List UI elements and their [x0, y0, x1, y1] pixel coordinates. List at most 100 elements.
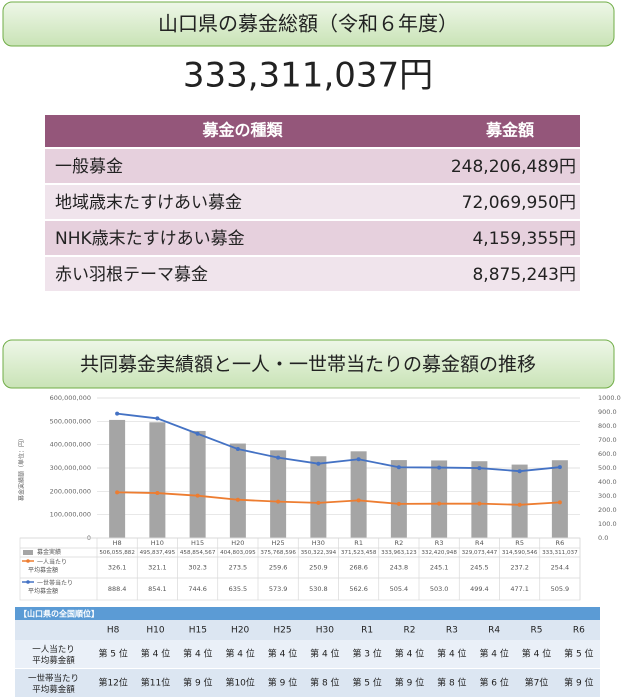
ranking-row — [15, 640, 600, 668]
row-label: 赤い羽根テーマ募金 — [55, 265, 208, 285]
ranking-row — [15, 669, 600, 697]
y2-tick-label: 700.0 — [598, 436, 617, 444]
row-label: 一般募金 — [55, 157, 123, 177]
line — [117, 491, 560, 506]
data-label: 333,311,037 — [542, 550, 578, 556]
bar — [229, 443, 246, 538]
total: 333,311,037円 — [183, 56, 433, 96]
bar — [310, 456, 327, 538]
header-box — [2, 1, 615, 47]
data-label: 495,837,495 — [140, 550, 176, 556]
x-tick-label: H8 — [113, 539, 122, 547]
ranking-value: 第 8 位 — [310, 677, 339, 689]
data-label: 321.1 — [148, 564, 167, 572]
data-label: 268.6 — [349, 564, 368, 572]
point — [235, 447, 240, 452]
ranking-value: 第11位 — [141, 677, 170, 689]
ranking-title: 【山口県の全国順位】 — [19, 609, 99, 619]
point — [115, 411, 120, 416]
point — [356, 457, 361, 462]
ranking-value: 第 4 位 — [479, 648, 508, 660]
ranking-value: 第10位 — [225, 677, 254, 689]
ranking-value: 第 9 位 — [268, 677, 297, 689]
ranking-value: 第 3 位 — [352, 648, 381, 660]
bar — [471, 461, 488, 538]
point — [115, 490, 120, 495]
ranking-row-label: 一人当たり平均募金額 — [32, 644, 75, 666]
point — [557, 500, 562, 505]
point — [437, 501, 442, 506]
ranking-column: H25 — [273, 626, 291, 636]
y2-tick-label: 900.0 — [598, 408, 617, 416]
table-row — [45, 149, 580, 183]
data-label: 888.4 — [108, 585, 127, 593]
ranking-value: 第 4 位 — [395, 648, 424, 660]
point — [517, 502, 522, 507]
y2-tick-label: 200.0 — [598, 506, 617, 514]
data-table — [19, 537, 581, 601]
x-tick-label: R5 — [515, 539, 524, 547]
data-label: 237.2 — [510, 564, 529, 572]
ranking-column: R1 — [361, 626, 373, 636]
row-value: 4,159,355円 — [472, 229, 576, 249]
row-value: 248,206,489円 — [451, 157, 576, 177]
ranking-value: 第 9 位 — [395, 677, 424, 689]
y-tick-label: 400,000,000 — [50, 441, 91, 449]
bar — [149, 422, 166, 538]
line — [117, 412, 560, 473]
ranking-column: H20 — [231, 626, 249, 636]
data-label: 273.5 — [229, 564, 248, 572]
ranking-value: 第 5 位 — [98, 648, 127, 660]
data-label: 326.1 — [108, 564, 127, 572]
y2-tick-label: 100.0 — [598, 520, 617, 528]
y2-tick-label: 400.0 — [598, 478, 617, 486]
point — [195, 431, 200, 436]
ranking-column: R4 — [488, 626, 500, 636]
data-label: 505.9 — [551, 585, 570, 593]
row-value: 72,069,950円 — [462, 193, 576, 213]
point — [356, 498, 361, 503]
point — [195, 493, 200, 498]
row-label: NHK歳末たすけあい募金 — [55, 229, 245, 249]
data-label: 499.4 — [470, 585, 489, 593]
x-tick-label: H30 — [312, 539, 325, 547]
point — [276, 499, 281, 504]
y2-tick-label: 800.0 — [598, 422, 617, 430]
data-label: 329,073,447 — [462, 550, 498, 556]
data-label: 573.9 — [269, 585, 288, 593]
data-label: 333,963,123 — [381, 550, 417, 556]
ranking-value: 第 4 位 — [141, 648, 170, 660]
y-tick-label: 300,000,000 — [50, 464, 91, 472]
bar — [431, 460, 448, 538]
x-tick-label: H20 — [231, 539, 244, 547]
row-value: 8,875,243円 — [472, 265, 576, 285]
x-tick-label: R6 — [556, 539, 565, 547]
ranking-value: 第 4 位 — [183, 648, 212, 660]
ranking-value: 第 4 位 — [225, 648, 254, 660]
y2-tick-label: 300.0 — [598, 492, 617, 500]
ranking-value: 第12位 — [98, 677, 127, 689]
legend-label: 募金実績 — [37, 548, 61, 556]
ranking-column: H30 — [316, 626, 334, 636]
ranking-column: H15 — [189, 626, 207, 636]
data-label: 243.8 — [390, 564, 409, 572]
header-box — [2, 339, 615, 389]
data-label: 245.5 — [470, 564, 489, 572]
point — [437, 465, 442, 470]
header-title: 共同募金実績額と一人・一世帯当たりの募金額の推移 — [80, 354, 536, 376]
column-header: 募金額 — [485, 121, 534, 140]
point — [477, 466, 482, 471]
ranking-column: H8 — [107, 626, 120, 636]
ranking-row-label: 一世帯当たり平均募金額 — [28, 673, 79, 695]
ranking-value: 第 8 位 — [437, 677, 466, 689]
x-tick-label: R2 — [395, 539, 404, 547]
data-label: 302.3 — [188, 564, 207, 572]
ranking-header — [15, 620, 600, 640]
data-label: 314,590,546 — [502, 550, 538, 556]
data-label: 332,420,948 — [421, 550, 457, 556]
ranking-column: R3 — [446, 626, 458, 636]
y-tick-label: 100,000,000 — [50, 511, 91, 519]
bar — [390, 460, 407, 538]
data-label: 371,523,458 — [341, 550, 377, 556]
